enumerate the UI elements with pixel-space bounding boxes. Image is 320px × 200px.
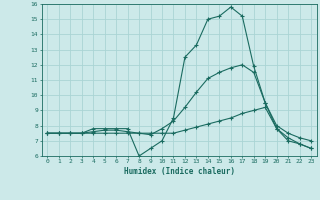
X-axis label: Humidex (Indice chaleur): Humidex (Indice chaleur)	[124, 167, 235, 176]
